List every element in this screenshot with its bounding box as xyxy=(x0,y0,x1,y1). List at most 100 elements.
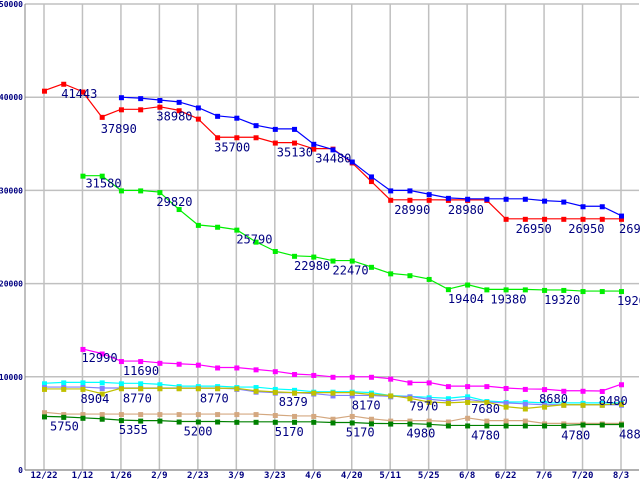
data-point-olive xyxy=(445,400,451,406)
data-point-red xyxy=(503,216,509,222)
data-point-tan xyxy=(42,410,47,416)
data-label: 19320 xyxy=(544,293,580,307)
data-label: 4880 xyxy=(619,428,640,442)
data-point-red xyxy=(388,197,394,203)
data-point-blue xyxy=(176,99,182,105)
x-tick-label: 3/9 xyxy=(228,471,244,480)
data-point-red xyxy=(157,104,163,110)
data-point-magenta xyxy=(426,380,432,386)
data-point-olive xyxy=(42,386,47,392)
data-point-red xyxy=(215,135,221,141)
data-point-red xyxy=(61,81,67,87)
data-point-green xyxy=(195,222,201,228)
data-point-green xyxy=(349,258,355,264)
data-label: 8770 xyxy=(123,391,152,405)
data-point-tan xyxy=(311,413,317,419)
data-point-olive xyxy=(599,402,605,408)
data-point-tan xyxy=(349,413,355,419)
data-point-dark-green xyxy=(215,419,221,425)
data-point-blue xyxy=(215,113,221,119)
data-point-olive xyxy=(503,404,509,410)
data-point-olive xyxy=(542,404,548,410)
data-point-tan xyxy=(138,412,144,418)
data-point-dark-green xyxy=(272,419,278,425)
data-label: 37890 xyxy=(101,122,137,136)
data-label: 31580 xyxy=(85,177,121,191)
data-point-olive xyxy=(388,393,394,399)
data-point-dark-green xyxy=(619,422,624,428)
data-point-red xyxy=(407,197,413,203)
data-point-dark-green xyxy=(445,423,451,429)
data-point-olive xyxy=(522,406,528,412)
data-point-dark-green xyxy=(330,420,336,426)
data-point-red xyxy=(292,140,298,146)
data-label: 19380 xyxy=(490,292,526,306)
data-label: 35130 xyxy=(277,146,313,160)
data-point-lavender xyxy=(522,401,528,407)
data-point-olive xyxy=(176,386,182,392)
data-point-magenta xyxy=(484,384,490,390)
data-point-blue xyxy=(311,141,317,147)
data-point-blue xyxy=(426,192,432,198)
y-tick-label: 30000 xyxy=(0,186,23,195)
data-point-blue xyxy=(368,174,374,180)
data-point-green xyxy=(388,271,394,277)
data-point-magenta xyxy=(599,388,605,394)
data-point-dark-green xyxy=(465,423,471,429)
data-label: 4780 xyxy=(471,428,500,442)
data-point-cyan xyxy=(465,394,471,400)
data-point-tan xyxy=(253,412,259,418)
data-label: 19404 xyxy=(448,292,484,306)
data-point-green xyxy=(292,253,298,259)
data-point-green xyxy=(445,287,451,293)
data-point-olive xyxy=(619,401,624,407)
data-point-magenta xyxy=(619,382,624,388)
data-point-cyan xyxy=(272,386,278,392)
data-point-blue xyxy=(292,126,298,132)
data-point-blue xyxy=(407,188,413,194)
data-point-cyan xyxy=(292,387,298,393)
data-point-dark-green xyxy=(349,420,355,426)
data-point-magenta xyxy=(195,362,201,368)
data-label: 8480 xyxy=(599,394,628,408)
data-point-blue xyxy=(253,123,259,129)
data-point-olive xyxy=(292,390,298,396)
data-point-magenta xyxy=(349,374,355,380)
data-point-olive xyxy=(330,390,336,396)
data-point-green xyxy=(561,287,567,293)
data-point-olive xyxy=(311,390,317,396)
data-point-olive xyxy=(118,386,124,392)
data-label: 11690 xyxy=(123,364,159,378)
x-tick-label: 5/11 xyxy=(379,471,401,480)
data-label: 26950 xyxy=(619,222,640,236)
data-point-magenta xyxy=(522,386,528,392)
data-point-red xyxy=(599,216,605,222)
data-point-olive xyxy=(484,399,490,405)
data-label: 26950 xyxy=(516,222,552,236)
data-point-blue xyxy=(503,196,509,202)
data-point-tan xyxy=(292,413,298,419)
data-point-magenta xyxy=(561,388,567,394)
data-point-green xyxy=(542,287,548,293)
data-point-magenta xyxy=(234,365,240,371)
data-point-tan xyxy=(176,412,182,418)
data-point-blue xyxy=(234,115,240,121)
data-point-green xyxy=(368,264,374,270)
x-tick-label: 12/22 xyxy=(30,471,57,480)
data-point-red xyxy=(118,107,124,113)
data-point-dark-green xyxy=(580,422,586,428)
data-point-dark-green xyxy=(42,414,47,420)
data-point-magenta xyxy=(253,367,259,373)
data-point-red xyxy=(561,216,567,222)
data-point-tan xyxy=(368,416,374,422)
data-point-olive xyxy=(272,389,278,395)
data-point-olive xyxy=(465,399,471,405)
data-point-magenta xyxy=(330,374,336,380)
data-point-blue xyxy=(138,96,144,102)
data-point-dark-green xyxy=(503,423,509,429)
data-point-blue xyxy=(465,196,471,202)
data-label: 26950 xyxy=(568,222,604,236)
data-point-tan xyxy=(388,418,394,424)
data-point-green xyxy=(272,248,278,254)
